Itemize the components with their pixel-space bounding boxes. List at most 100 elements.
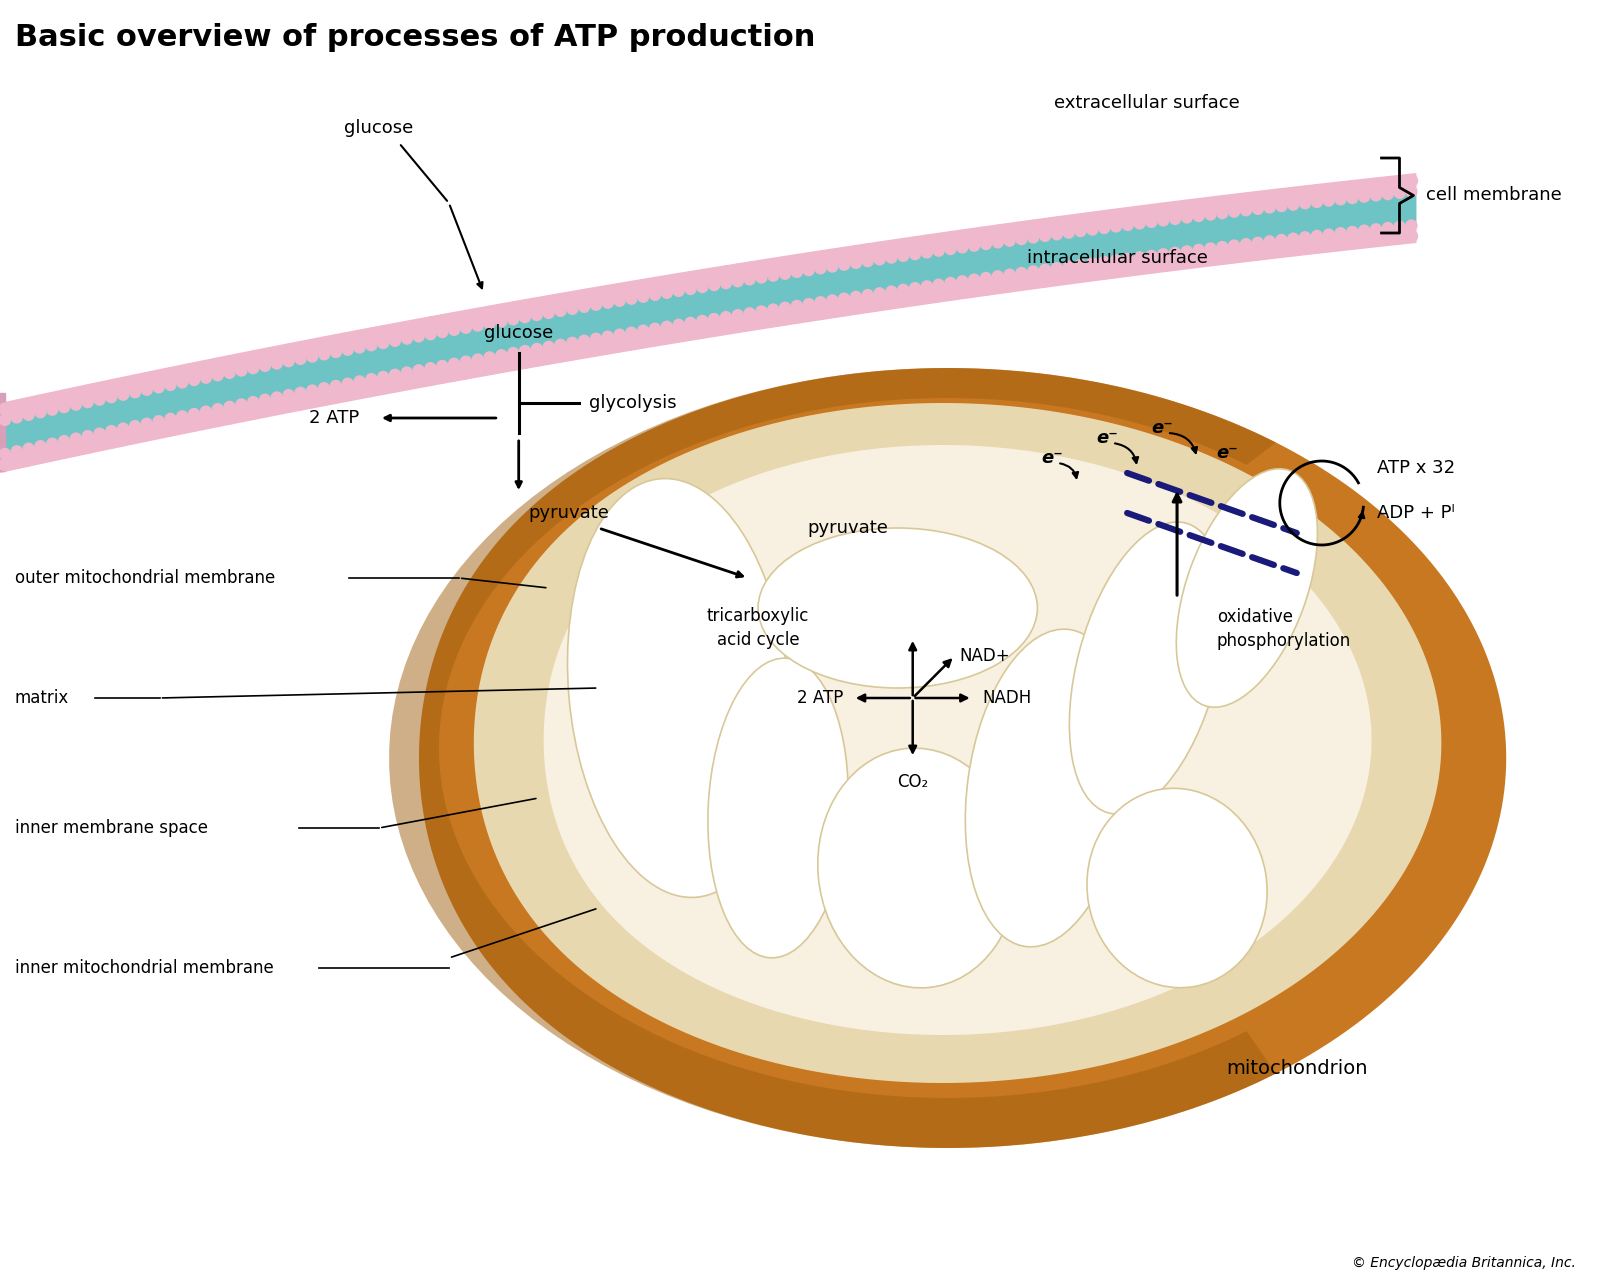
Circle shape bbox=[426, 363, 435, 374]
Circle shape bbox=[650, 278, 661, 290]
Circle shape bbox=[1110, 255, 1122, 265]
Circle shape bbox=[720, 278, 731, 289]
Circle shape bbox=[437, 326, 448, 337]
Circle shape bbox=[1382, 178, 1394, 189]
Text: inner membrane space: inner membrane space bbox=[14, 819, 208, 837]
Circle shape bbox=[235, 410, 248, 421]
Circle shape bbox=[1394, 232, 1406, 243]
Circle shape bbox=[389, 323, 402, 336]
Circle shape bbox=[1240, 238, 1251, 250]
Circle shape bbox=[46, 404, 58, 415]
Circle shape bbox=[650, 323, 661, 335]
Circle shape bbox=[698, 282, 707, 292]
Circle shape bbox=[94, 428, 106, 439]
Circle shape bbox=[981, 273, 992, 283]
Circle shape bbox=[117, 377, 130, 390]
Circle shape bbox=[130, 431, 141, 443]
Circle shape bbox=[886, 252, 898, 263]
Circle shape bbox=[1216, 252, 1229, 264]
Circle shape bbox=[1229, 240, 1240, 251]
Text: outer mitochondrial membrane: outer mitochondrial membrane bbox=[14, 569, 275, 587]
Circle shape bbox=[1253, 204, 1264, 214]
Circle shape bbox=[555, 349, 566, 362]
Ellipse shape bbox=[1176, 469, 1317, 707]
Circle shape bbox=[235, 354, 248, 366]
Circle shape bbox=[1371, 189, 1381, 201]
Circle shape bbox=[1205, 254, 1216, 265]
Circle shape bbox=[0, 415, 11, 425]
Circle shape bbox=[850, 246, 862, 258]
Circle shape bbox=[520, 345, 531, 357]
Circle shape bbox=[35, 395, 46, 407]
Circle shape bbox=[176, 421, 189, 433]
Circle shape bbox=[566, 292, 578, 304]
Circle shape bbox=[189, 363, 200, 375]
Circle shape bbox=[542, 352, 555, 363]
Circle shape bbox=[1122, 219, 1133, 231]
Circle shape bbox=[685, 272, 696, 285]
Circle shape bbox=[437, 361, 448, 371]
Circle shape bbox=[1110, 265, 1122, 277]
Polygon shape bbox=[0, 225, 1416, 473]
Circle shape bbox=[1158, 215, 1168, 225]
Circle shape bbox=[307, 385, 318, 395]
Circle shape bbox=[838, 259, 850, 270]
Circle shape bbox=[354, 386, 365, 398]
Circle shape bbox=[93, 438, 106, 451]
Circle shape bbox=[437, 316, 448, 327]
Circle shape bbox=[744, 274, 755, 285]
Circle shape bbox=[224, 355, 235, 368]
Circle shape bbox=[968, 229, 981, 241]
Circle shape bbox=[141, 429, 154, 440]
Circle shape bbox=[354, 376, 365, 386]
Circle shape bbox=[354, 341, 365, 353]
Text: glucose: glucose bbox=[485, 325, 554, 343]
Circle shape bbox=[1334, 193, 1346, 205]
Circle shape bbox=[152, 371, 165, 383]
Circle shape bbox=[248, 363, 259, 374]
Circle shape bbox=[35, 451, 46, 464]
Circle shape bbox=[602, 331, 613, 343]
Circle shape bbox=[437, 371, 448, 383]
Circle shape bbox=[152, 426, 165, 438]
Circle shape bbox=[613, 283, 626, 296]
Text: e⁻: e⁻ bbox=[1042, 450, 1064, 468]
Circle shape bbox=[330, 335, 342, 348]
Circle shape bbox=[496, 350, 507, 361]
Text: pyruvate: pyruvate bbox=[808, 519, 888, 537]
Circle shape bbox=[485, 318, 494, 328]
Circle shape bbox=[803, 299, 814, 309]
Circle shape bbox=[1075, 214, 1086, 227]
Circle shape bbox=[744, 263, 755, 274]
Circle shape bbox=[766, 314, 779, 326]
Circle shape bbox=[1040, 264, 1051, 276]
Circle shape bbox=[626, 327, 637, 339]
Circle shape bbox=[272, 392, 282, 403]
Circle shape bbox=[566, 348, 578, 359]
Circle shape bbox=[933, 279, 944, 290]
Circle shape bbox=[1371, 224, 1381, 234]
Circle shape bbox=[22, 453, 35, 466]
Text: ATP x 32: ATP x 32 bbox=[1376, 459, 1454, 477]
Circle shape bbox=[11, 401, 22, 412]
Circle shape bbox=[874, 242, 886, 255]
Circle shape bbox=[1038, 274, 1051, 287]
Polygon shape bbox=[474, 403, 1442, 1083]
Circle shape bbox=[1133, 263, 1146, 274]
Circle shape bbox=[1051, 218, 1062, 229]
Circle shape bbox=[850, 301, 862, 314]
Circle shape bbox=[1334, 183, 1347, 194]
Circle shape bbox=[70, 399, 82, 410]
Circle shape bbox=[402, 367, 413, 379]
Circle shape bbox=[1218, 242, 1227, 252]
Circle shape bbox=[1275, 189, 1288, 201]
Circle shape bbox=[1086, 213, 1098, 225]
Circle shape bbox=[1405, 231, 1418, 242]
Circle shape bbox=[851, 258, 861, 268]
Circle shape bbox=[389, 380, 402, 392]
Circle shape bbox=[246, 407, 259, 419]
Circle shape bbox=[790, 255, 803, 267]
Circle shape bbox=[851, 291, 861, 303]
Circle shape bbox=[82, 385, 94, 398]
Circle shape bbox=[1064, 227, 1074, 238]
